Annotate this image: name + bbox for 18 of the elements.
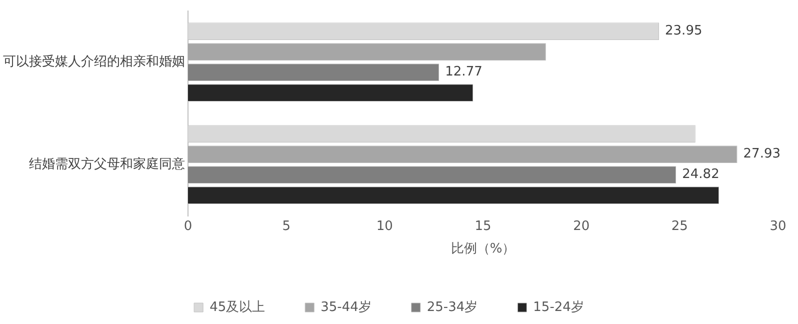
y-tick-label: 结婚需双方父母和家庭同意 xyxy=(29,156,185,172)
legend-label: 25-34岁 xyxy=(426,300,478,315)
data-label: 24.82 xyxy=(682,167,720,182)
x-tick-label: 15 xyxy=(474,218,492,234)
x-tick-label: 10 xyxy=(376,218,393,234)
data-label: 23.95 xyxy=(665,24,702,39)
x-tick-label: 30 xyxy=(770,218,786,234)
x-tick-label: 25 xyxy=(671,218,688,234)
legend-label: 35-44岁 xyxy=(320,300,372,315)
x-tick-label: 5 xyxy=(282,218,290,234)
legend-label: 45及以上 xyxy=(210,300,266,315)
x-tick-label: 20 xyxy=(573,218,590,234)
y-tick-label: 可以接受媒人介绍的相亲和婚姻 xyxy=(3,54,185,70)
data-label: 27.93 xyxy=(743,146,781,162)
x-tick-label: 0 xyxy=(184,218,192,234)
data-label: 12.77 xyxy=(445,64,482,80)
x-axis-title: 比例（%） xyxy=(450,242,516,257)
legend-label: 15-24岁 xyxy=(533,300,584,315)
